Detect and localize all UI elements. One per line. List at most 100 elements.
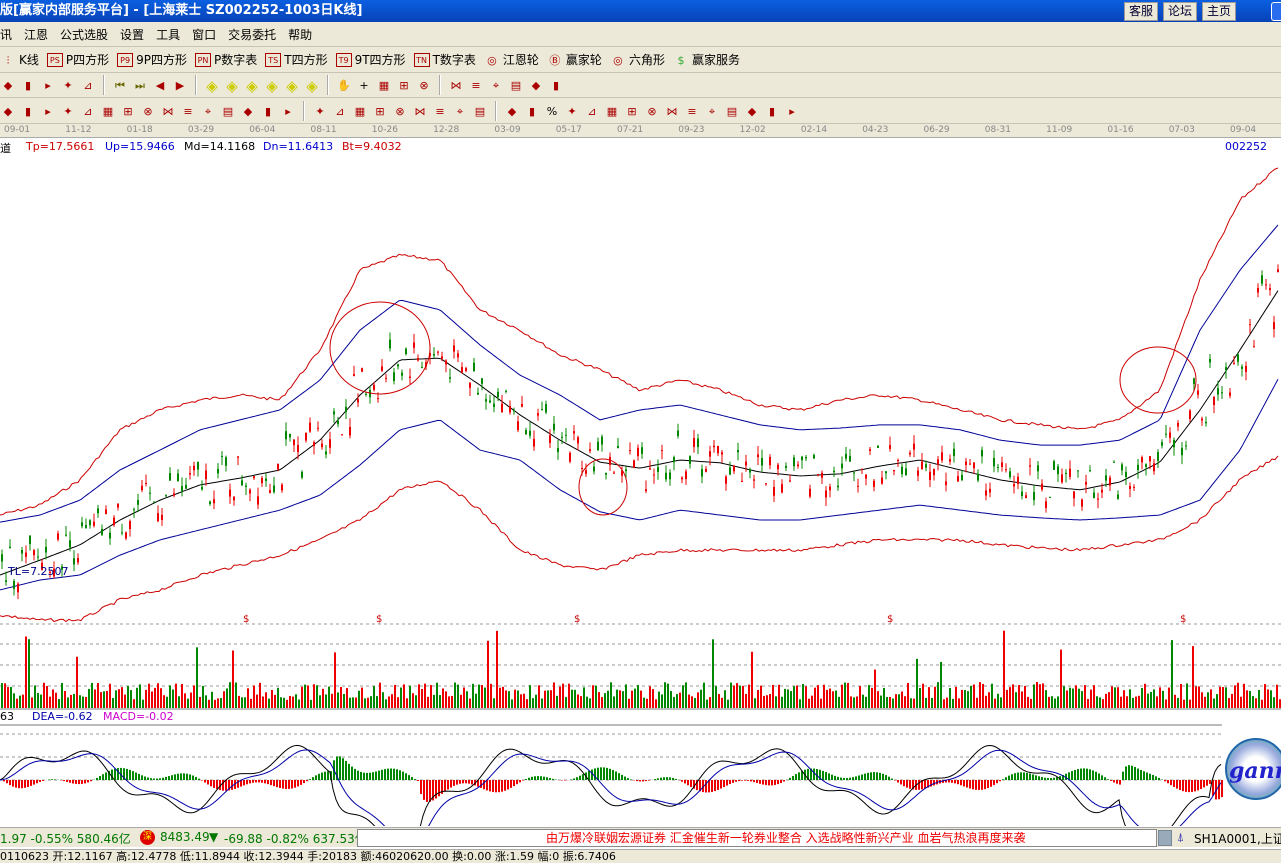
volume-bar	[631, 690, 633, 708]
toolbar-button-ts[interactable]: TS T四方形	[265, 51, 328, 68]
t3-i-icon[interactable]: ⋈	[162, 104, 174, 118]
percent-icon[interactable]: %	[546, 104, 558, 118]
gold2-icon[interactable]: ⋈	[666, 104, 678, 118]
t3-ac-icon[interactable]: ⊞	[627, 104, 637, 118]
network-icon[interactable]: ◆	[531, 79, 541, 92]
dea-line	[0, 749, 1222, 826]
diamond-in-icon[interactable]: ◈	[266, 77, 278, 95]
t3-r-icon[interactable]: ▦	[354, 104, 366, 118]
menu-item[interactable]: 交易委托	[228, 27, 277, 42]
customer-service-button[interactable]: 客服	[1124, 2, 1159, 21]
toolbar-button-t9[interactable]: T9 9T四方形	[335, 51, 406, 68]
toolbar-button-kline[interactable]: ⫶ K线	[0, 51, 39, 68]
menu-item[interactable]: 工具	[156, 27, 181, 42]
t3-b-icon[interactable]: ▮	[24, 104, 32, 118]
toolbar-button-p9[interactable]: P9 9P四方形	[117, 51, 187, 68]
t3-a-icon[interactable]: ◆	[3, 104, 13, 118]
t3-f-icon[interactable]: ▦	[102, 104, 114, 118]
crosshair-icon[interactable]: +	[359, 79, 369, 92]
t3-ad-icon[interactable]: ⊗	[647, 104, 657, 118]
menu-item[interactable]: 帮助	[288, 27, 313, 42]
menu-item[interactable]: 公式选股	[60, 27, 109, 42]
t3-e-icon[interactable]: ⊿	[83, 104, 93, 118]
toolbar-button-pn[interactable]: PN P数字表	[195, 51, 257, 68]
calculator-icon[interactable]: ≡	[471, 79, 481, 92]
t3-g-icon[interactable]: ⊞	[123, 104, 133, 118]
save-icon[interactable]: ▤	[510, 79, 522, 92]
t3-p-icon[interactable]: ✦	[315, 104, 325, 118]
line-icon[interactable]: ▦	[378, 79, 390, 92]
menu-item[interactable]: 讯	[0, 27, 13, 42]
flag-icon[interactable]: ⊿	[83, 79, 93, 92]
volume-bar	[781, 696, 783, 708]
next-icon[interactable]: ▶	[175, 79, 185, 92]
macd-histogram-bar	[1155, 776, 1157, 780]
print-icon[interactable]: ▮	[552, 79, 560, 92]
volume-bar	[469, 698, 471, 708]
notes-icon[interactable]: ⌖	[492, 79, 500, 92]
prev-icon[interactable]: ◀	[155, 79, 165, 92]
t3-n-icon[interactable]: ▮	[264, 104, 272, 118]
ying-icon[interactable]: ▮	[768, 104, 776, 118]
toolbar-button-ps[interactable]: PS P四方形	[46, 51, 109, 68]
t3-y-icon[interactable]: ◆	[507, 104, 517, 118]
news-ticker[interactable]: 由万爆冷联姻宏源证券 汇金催生新一轮券业整合 入选战略性新兴产业 血岩气热浪再度…	[357, 829, 1157, 847]
toolbar-button-dollar[interactable]: $ 赢家服务	[673, 51, 740, 68]
gold3-icon[interactable]: ▤	[726, 104, 738, 118]
chart-type-icon[interactable]: ◆	[3, 79, 13, 92]
calendar-icon[interactable]: ⋈	[450, 79, 462, 92]
candle-icon[interactable]: ▮	[24, 79, 32, 92]
forum-button[interactable]: 论坛	[1163, 2, 1198, 21]
last-icon[interactable]: ⏭	[135, 79, 145, 92]
si-icon[interactable]: ▸	[789, 104, 795, 118]
t3-q-icon[interactable]: ⊿	[335, 104, 345, 118]
formula-icon[interactable]: ✦	[63, 79, 73, 92]
toolbar-button-gann-wheel[interactable]: ◎ 江恩轮	[484, 51, 539, 68]
t3-t-icon[interactable]: ⊗	[395, 104, 405, 118]
shen-icon[interactable]: ◆	[747, 104, 757, 118]
recycle-icon[interactable]: ⊗	[419, 79, 429, 92]
diamond-left-icon[interactable]: ◈	[206, 77, 218, 95]
volume-bar	[1249, 690, 1251, 708]
j-line-icon[interactable]: ≡	[687, 104, 697, 118]
t3-l-icon[interactable]: ▤	[222, 104, 234, 118]
t3-ab-icon[interactable]: ▦	[606, 104, 618, 118]
gold-icon[interactable]: ⊿	[587, 104, 597, 118]
homepage-button[interactable]: 主页	[1202, 2, 1237, 21]
t3-h-icon[interactable]: ⊗	[143, 104, 153, 118]
toolbar-button-big-wheel[interactable]: Ⓑ 赢家轮	[547, 51, 602, 68]
t3-v-icon[interactable]: ≡	[435, 104, 445, 118]
hand-icon[interactable]: ✋	[337, 79, 351, 92]
news-text[interactable]: 由万爆冷联姻宏源证券 汇金催生新一轮券业整合 入选战略性新兴产业 血岩气热浪再度…	[546, 831, 1026, 845]
menu-item[interactable]: 窗口	[192, 27, 217, 42]
t3-d-icon[interactable]: ✦	[63, 104, 73, 118]
f-line-icon[interactable]: ⌖	[708, 104, 716, 118]
diamond-out-icon[interactable]: ◈	[286, 77, 298, 95]
t3-k-icon[interactable]: ⌖	[204, 104, 212, 118]
t3-m-icon[interactable]: ◆	[243, 104, 253, 118]
macd-histogram-bar	[414, 779, 416, 780]
jie-icon[interactable]: ⊞	[399, 79, 409, 92]
dropdown-icon[interactable]: ▸	[45, 79, 51, 92]
t3-c-icon[interactable]: ▸	[45, 104, 51, 118]
t3-z-icon[interactable]: ▮	[528, 104, 536, 118]
diamond-right-icon[interactable]: ◈	[226, 77, 238, 95]
menu-item[interactable]: 江恩	[24, 27, 49, 42]
volume-bar	[1072, 688, 1074, 708]
t3-s-icon[interactable]: ⊞	[375, 104, 385, 118]
t3-j-icon[interactable]: ≡	[183, 104, 193, 118]
menu-item[interactable]: 设置	[120, 27, 145, 42]
toolbar-button-tn[interactable]: TN T数字表	[413, 51, 476, 68]
t3-o-icon[interactable]: ▸	[285, 104, 291, 118]
first-icon[interactable]: ⏮	[115, 79, 125, 92]
toolbar-button-hexagon[interactable]: ◎ 六角形	[610, 51, 665, 68]
diamond-h-icon[interactable]: ◈	[246, 77, 258, 95]
t3-aa-icon[interactable]: ✦	[567, 104, 577, 118]
t3-u-icon[interactable]: ⋈	[414, 104, 426, 118]
t3-w-icon[interactable]: ⌖	[456, 104, 464, 118]
scroll-spinner[interactable]	[1158, 830, 1172, 846]
kline-chart[interactable]: TL=7.2507 $ $ $ $ $	[0, 154, 1281, 826]
minimize-button[interactable]	[1271, 2, 1281, 21]
diamond-v-icon[interactable]: ◈	[306, 77, 318, 95]
t3-x-icon[interactable]: ▤	[474, 104, 486, 118]
